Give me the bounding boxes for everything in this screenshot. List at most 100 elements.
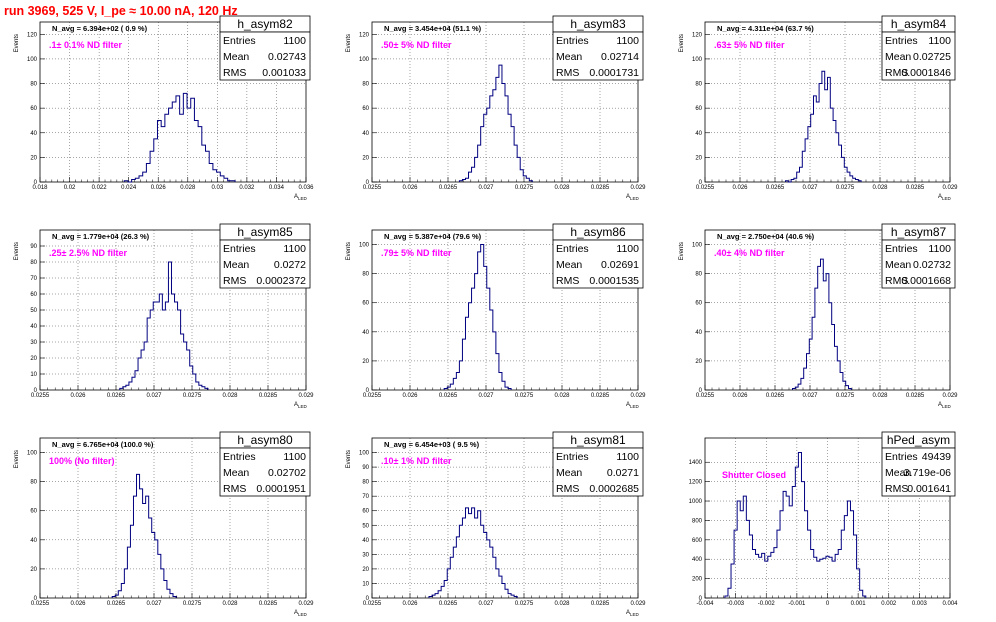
y-tick-label: 30	[30, 340, 37, 346]
stats-box	[881, 239, 956, 289]
filter-label: .50± 5% ND filter	[381, 40, 452, 50]
x-tick-label: 0.029	[630, 185, 646, 191]
stats-key: Entries	[223, 451, 256, 463]
y-tick-label: 0	[366, 596, 370, 602]
navg-label: N_avg = 2.750e+04 (40.6 %)	[717, 232, 815, 241]
x-tick-label: 0.0275	[183, 393, 202, 399]
stats-title: hPed_asym	[887, 433, 950, 447]
filter-label: .40± 4% ND filter	[714, 248, 785, 258]
x-tick-label: 0.0285	[591, 601, 610, 607]
x-tick-label: 0.026	[732, 393, 748, 399]
panel-h_asym83: 0.0255 0.026 0.0265 0.027 0.0275 0.028 0.0285 0…	[346, 15, 646, 201]
x-axis-title-subscript: LED	[298, 196, 308, 201]
x-axis-title-subscript: LED	[630, 612, 640, 617]
x-axis-title-subscript: LED	[942, 404, 952, 409]
x-tick-label: 0.029	[942, 185, 958, 191]
stats-key: RMS	[556, 67, 579, 79]
y-axis-title: Events	[346, 450, 352, 468]
y-axis-title: Events	[346, 242, 352, 260]
x-tick-label: 0.0285	[906, 185, 925, 191]
stats-key: RMS	[223, 67, 246, 79]
y-tick-label: 120	[692, 32, 703, 38]
navg-label: N_avg = 5.387e+04 (79.6 %)	[384, 232, 482, 241]
y-tick-label: 60	[695, 301, 702, 307]
plot-frame	[704, 21, 951, 183]
stats-value: 0.0001668	[901, 275, 951, 287]
x-tick-label: 0.0285	[906, 393, 925, 399]
x-tick-label: 0.022	[92, 185, 108, 191]
x-tick-label: 0.027	[802, 393, 818, 399]
y-tick-label: 20	[695, 155, 702, 161]
x-tick-label: 0.0265	[107, 601, 126, 607]
y-tick-label: 0	[34, 180, 38, 186]
x-tick-label: 0.0255	[31, 601, 50, 607]
y-tick-label: 80	[362, 272, 369, 278]
filter-label: .1± 0.1% ND filter	[49, 40, 122, 50]
y-tick-label: 20	[362, 567, 369, 573]
stats-title: h_asym87	[891, 225, 947, 239]
stats-key: Entries	[885, 451, 918, 463]
x-tick-label: 0.0285	[259, 393, 278, 399]
navg-label: N_avg = 3.454e+04 (51.1 %)	[384, 24, 482, 33]
stats-key: RMS	[885, 67, 908, 79]
stats-title: h_asym84	[891, 17, 947, 31]
stats-key: Entries	[885, 35, 918, 47]
stats-value: 0.0001731	[589, 67, 639, 79]
stats-key: Mean	[556, 467, 582, 479]
stats-key: RMS	[556, 275, 579, 287]
x-tick-label: 0.004	[942, 601, 958, 607]
x-axis-title: ALED	[938, 402, 952, 409]
stats-key: RMS	[223, 275, 246, 287]
stats-value: 0.0002372	[256, 275, 306, 287]
y-tick-label: 80	[362, 480, 369, 486]
y-tick-label: 40	[30, 324, 37, 330]
y-tick-label: 80	[30, 82, 37, 88]
stats-box	[552, 31, 644, 81]
y-tick-label: 200	[692, 577, 703, 583]
x-axis-title: ALED	[294, 610, 308, 617]
x-tick-label: -0.001	[788, 601, 806, 607]
stats-key: Mean	[556, 51, 582, 63]
x-tick-label: 0.0265	[766, 185, 785, 191]
stats-value: 0.02732	[913, 259, 951, 271]
y-tick-label: 100	[359, 57, 370, 63]
x-tick-label: 0.024	[121, 185, 137, 191]
panel-hPed_asym: -0.004 -0.003 -0.002 -0.001 0 0.001 0.002 0.003…	[689, 431, 958, 607]
x-axis-title: ALED	[626, 194, 640, 201]
stats-value: 0.02702	[268, 467, 306, 479]
plot-frame	[704, 229, 951, 391]
x-axis-title-subscript: LED	[630, 196, 640, 201]
stats-title: h_asym85	[237, 225, 293, 239]
x-tick-label: 0.027	[146, 393, 162, 399]
y-axis-title: Events	[346, 34, 352, 52]
x-tick-label: 0.0275	[836, 185, 855, 191]
stats-key: Mean	[885, 259, 911, 271]
y-tick-label: 30	[362, 552, 369, 558]
stats-key: RMS	[556, 483, 579, 495]
stats-value: 0.02743	[268, 51, 306, 63]
stats-key: Mean	[223, 467, 249, 479]
x-tick-label: 0.029	[630, 393, 646, 399]
x-tick-label: 0.0285	[591, 393, 610, 399]
x-axis-title-subscript: LED	[942, 196, 952, 201]
y-tick-label: 1400	[689, 460, 703, 466]
x-tick-label: 0.0255	[696, 185, 715, 191]
x-tick-label: 0.026	[402, 393, 418, 399]
y-tick-label: 100	[27, 57, 38, 63]
x-axis-title-subscript: LED	[630, 404, 640, 409]
x-tick-label: 0.0265	[439, 601, 458, 607]
y-axis-title: Events	[679, 242, 685, 260]
x-tick-label: 0.0275	[515, 185, 534, 191]
stats-value: 1100	[283, 35, 306, 47]
stats-title: h_asym82	[237, 17, 293, 31]
filter-label: .79± 5% ND filter	[381, 248, 452, 258]
x-tick-label: 0.027	[146, 601, 162, 607]
y-tick-label: 100	[692, 243, 703, 249]
stats-box	[552, 447, 644, 497]
x-tick-label: 0.036	[298, 185, 314, 191]
stats-value: 0.0001535	[589, 275, 639, 287]
x-tick-label: 0	[826, 601, 830, 607]
stats-key: Mean	[223, 259, 249, 271]
stats-value: 0.02725	[913, 51, 951, 63]
plot-frame	[371, 229, 639, 391]
